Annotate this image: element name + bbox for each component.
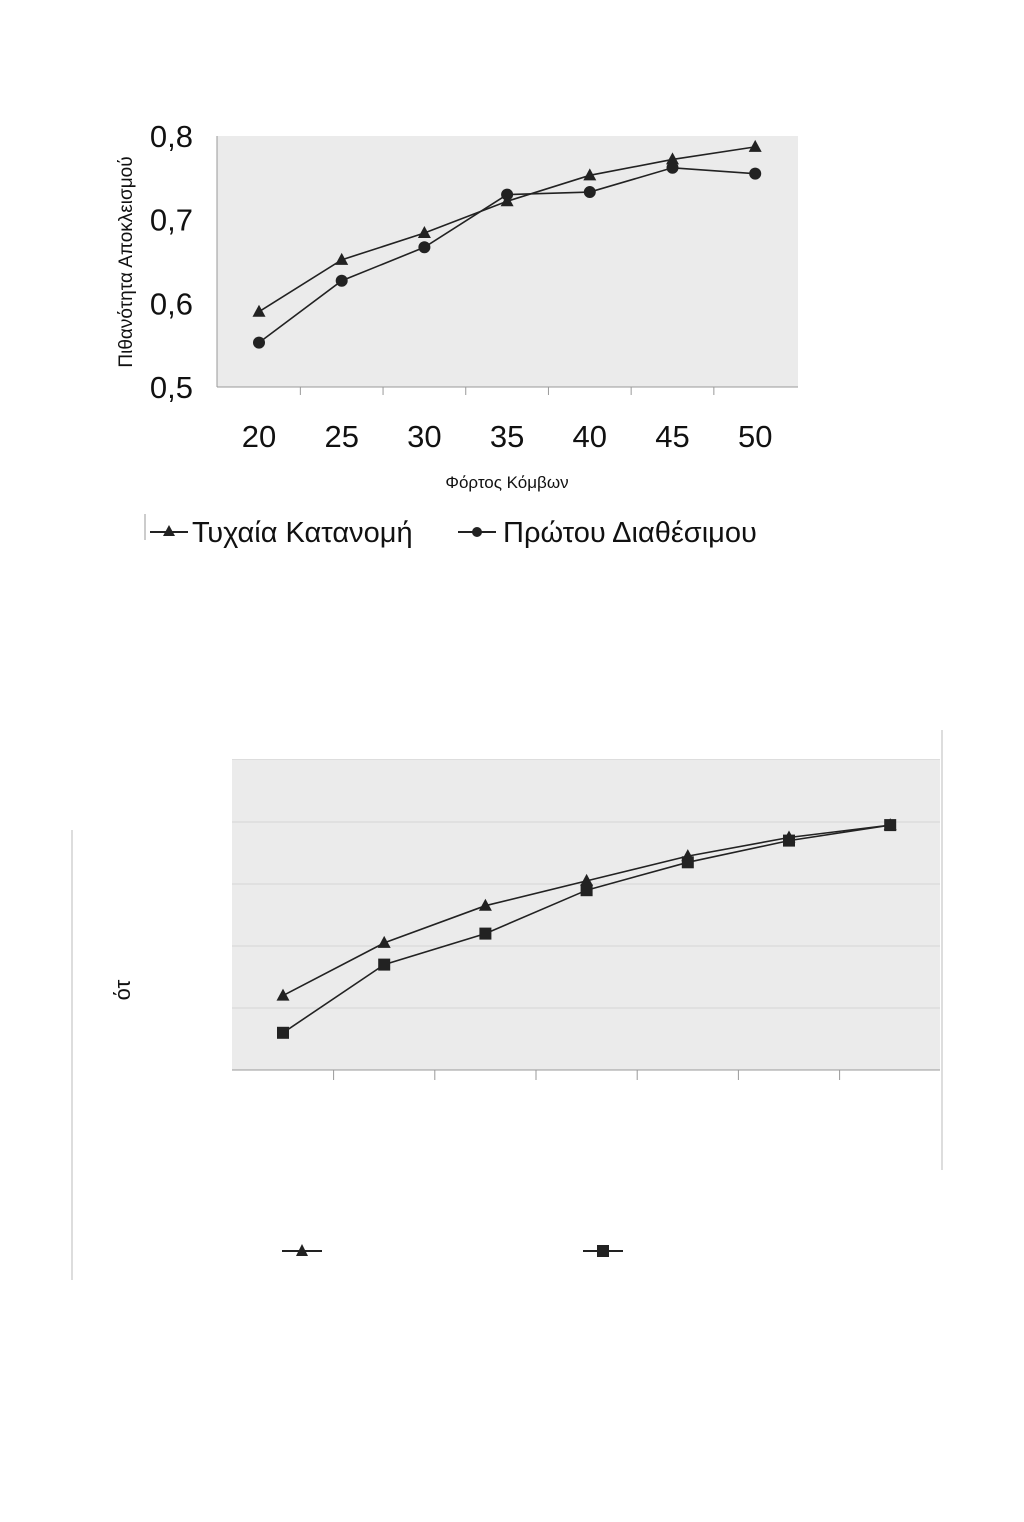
triangle-marker-icon bbox=[163, 525, 175, 536]
data-point-square bbox=[277, 1026, 289, 1039]
plot-area bbox=[217, 136, 798, 387]
x-tick-label: 25 bbox=[324, 419, 358, 454]
data-point-circle bbox=[418, 241, 431, 254]
plot-area bbox=[232, 760, 940, 1070]
series-layer bbox=[276, 818, 897, 1039]
y-tick-label: 0,5 bbox=[150, 370, 193, 405]
data-point-triangle bbox=[583, 168, 597, 181]
x-tick-labels: 20 25 30 35 40 45 50 bbox=[242, 419, 773, 454]
legend-label-random: Τυχαία Κατανομή bbox=[192, 517, 413, 549]
data-point-triangle bbox=[478, 898, 492, 911]
data-point-square bbox=[479, 927, 492, 940]
y-axis-title: Πιθανότητα Αποκλεισμού bbox=[116, 156, 137, 367]
data-point-triangle bbox=[252, 304, 266, 317]
x-tick-marks bbox=[299, 387, 715, 395]
data-point-square bbox=[681, 856, 694, 869]
triangle-marker-icon bbox=[296, 1244, 308, 1256]
data-point-triangle bbox=[580, 873, 594, 886]
data-point-triangle bbox=[335, 252, 349, 265]
x-tick-label: 30 bbox=[407, 419, 441, 454]
x-tick-label: 35 bbox=[490, 419, 524, 454]
y-axis-title-fragment: ότ bbox=[110, 979, 135, 1000]
data-point-circle bbox=[666, 161, 679, 174]
data-point-square bbox=[783, 834, 795, 847]
legend-label-first-available: Πρώτου Διαθέσιμου bbox=[503, 517, 757, 549]
y-tick-label: 0,7 bbox=[150, 203, 193, 238]
chart-blocking-probability: 0,5 0,6 0,7 0,8 20 25 30 35 40 45 50 Πιθανότητα Α… bbox=[116, 119, 798, 549]
data-point-triangle bbox=[666, 152, 679, 165]
data-point-circle bbox=[501, 188, 514, 201]
y-tick-label: 0,6 bbox=[150, 286, 193, 321]
legend: Τυχαία Κατανομή Πρώτου Διαθέσιμου bbox=[144, 514, 757, 549]
x-axis-title: Φόρτος Κόμβων bbox=[445, 473, 568, 492]
data-point-circle bbox=[253, 336, 265, 349]
data-point-square bbox=[580, 884, 593, 897]
data-point-circle bbox=[335, 274, 348, 287]
x-tick-label: 20 bbox=[242, 419, 276, 454]
legend bbox=[282, 1244, 623, 1257]
x-tick-label: 40 bbox=[573, 419, 607, 454]
data-point-square bbox=[378, 958, 391, 971]
y-tick-label: 0,8 bbox=[150, 119, 193, 154]
data-point-circle bbox=[749, 167, 762, 180]
series-layer bbox=[252, 139, 762, 349]
x-tick-label: 50 bbox=[738, 419, 772, 454]
x-tick-label: 45 bbox=[655, 419, 689, 454]
data-point-triangle bbox=[748, 139, 762, 152]
circle-marker-icon bbox=[472, 527, 482, 537]
data-point-square bbox=[884, 819, 897, 832]
data-point-triangle bbox=[276, 988, 290, 1001]
data-point-circle bbox=[583, 186, 596, 199]
data-point-triangle bbox=[377, 935, 391, 948]
square-marker-icon bbox=[597, 1245, 609, 1257]
chart-second: ότ bbox=[71, 730, 943, 1280]
x-tick-marks bbox=[333, 1070, 841, 1080]
data-point-triangle bbox=[417, 226, 431, 239]
y-tick-labels: 0,5 0,6 0,7 0,8 bbox=[150, 119, 193, 405]
